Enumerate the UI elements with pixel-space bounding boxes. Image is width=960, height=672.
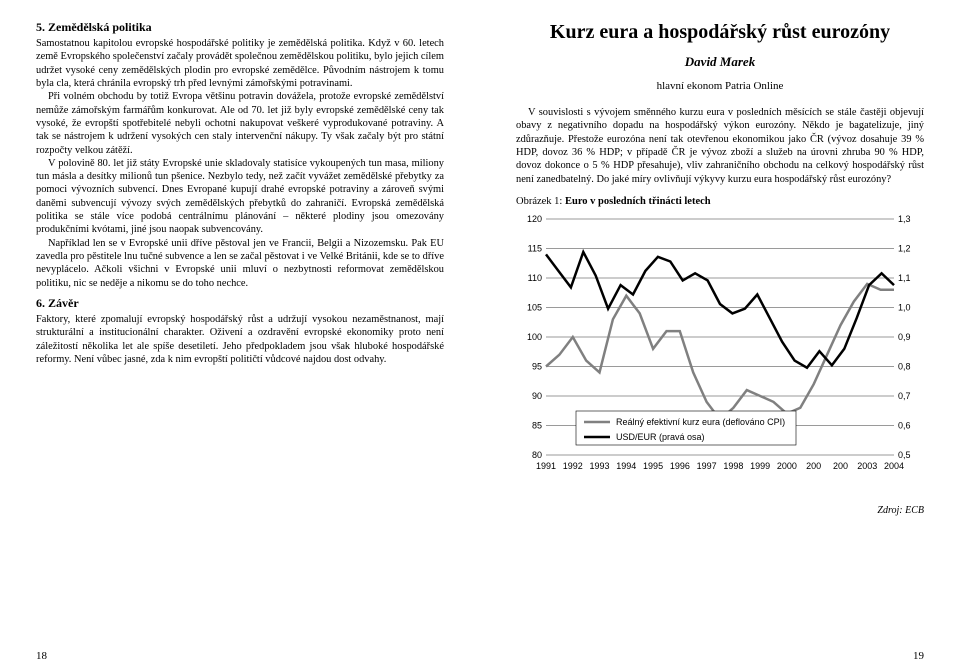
svg-text:1997: 1997 [697,461,717,471]
svg-text:1991: 1991 [536,461,556,471]
svg-text:1996: 1996 [670,461,690,471]
page-number-left: 18 [36,650,47,662]
chart-source: Zdroj: ECB [516,505,924,516]
svg-text:USD/EUR (pravá osa): USD/EUR (pravá osa) [616,432,705,442]
svg-text:1,2: 1,2 [898,243,911,253]
svg-text:Reálný efektivní kurz eura (de: Reálný efektivní kurz eura (deflováno CP… [616,417,785,427]
article-author: David Marek [516,54,924,70]
page-right: Kurz eura a hospodářský růst eurozóny Da… [480,0,960,672]
euro-chart: 80 0,5 85 0,6 90 0,7 95 0,8 100 0,9 105 1,0 110 1,1 11… [516,213,924,503]
svg-text:90: 90 [532,391,542,401]
page-left: 5. Zemědělská politika Samostatnou kapit… [0,0,480,672]
figure-caption: Obrázek 1: Euro v posledních třinácti le… [516,196,924,207]
para: V polovině 80. let již státy Evropské un… [36,157,444,237]
svg-text:1,0: 1,0 [898,302,911,312]
article-subtitle: hlavní ekonom Patria Online [516,80,924,92]
heading-6: 6. Závěr [36,296,444,311]
para: Samostatnou kapitolou evropské hospodářs… [36,37,444,90]
svg-text:115: 115 [528,243,542,253]
svg-text:120: 120 [527,214,542,224]
svg-text:2004: 2004 [884,461,904,471]
figure-caption-prefix: Obrázek 1: [516,196,565,207]
svg-text:1,1: 1,1 [898,273,911,283]
para: Například len se v Evropské unii dříve p… [36,237,444,290]
svg-text:100: 100 [527,332,542,342]
para: Při volném obchodu by totiž Evropa větši… [36,90,444,157]
svg-text:2000: 2000 [777,461,797,471]
svg-text:1995: 1995 [643,461,663,471]
svg-text:110: 110 [528,273,542,283]
para: Faktory, které zpomalují evropský hospod… [36,313,444,366]
svg-text:105: 105 [527,302,542,312]
article-title: Kurz eura a hospodářský růst eurozóny [516,20,924,44]
svg-text:0,8: 0,8 [898,361,911,371]
page-number-right: 19 [913,650,924,662]
svg-text:0,9: 0,9 [898,332,911,342]
para: V souvislosti s vývojem směnného kurzu e… [516,106,924,186]
svg-text:1998: 1998 [723,461,743,471]
chart-svg: 80 0,5 85 0,6 90 0,7 95 0,8 100 0,9 105 1,0 110 1,1 11… [516,213,924,503]
figure-caption-text: Euro v posledních třinácti letech [565,196,711,207]
svg-text:2003: 2003 [857,461,877,471]
svg-text:1999: 1999 [750,461,770,471]
heading-5: 5. Zemědělská politika [36,20,444,35]
svg-text:1993: 1993 [590,461,610,471]
svg-text:200: 200 [806,461,821,471]
svg-text:1994: 1994 [616,461,636,471]
svg-text:85: 85 [532,420,542,430]
svg-text:1,3: 1,3 [898,214,911,224]
svg-text:0,6: 0,6 [898,420,911,430]
svg-text:0,5: 0,5 [898,450,911,460]
svg-text:95: 95 [532,361,542,371]
svg-text:1992: 1992 [563,461,583,471]
svg-text:200: 200 [833,461,848,471]
svg-text:80: 80 [532,450,542,460]
svg-text:0,7: 0,7 [898,391,911,401]
